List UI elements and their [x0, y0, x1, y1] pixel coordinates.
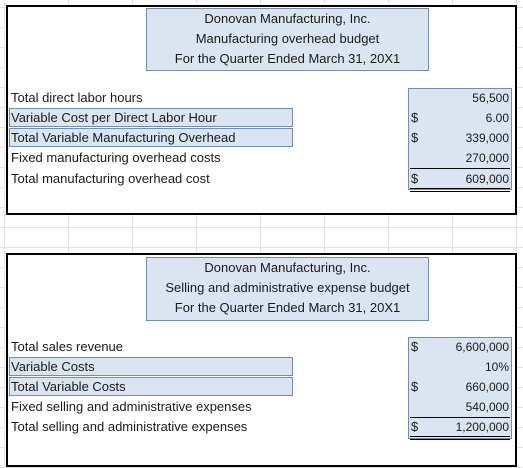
budget-period: For the Quarter Ended March 31, 20X1	[174, 51, 401, 66]
budget-period: For the Quarter Ended March 31, 20X1	[174, 300, 401, 315]
dollar-sign: $	[411, 171, 419, 186]
budget-title: Selling and administrative expense budge…	[165, 280, 410, 295]
subtotal-underline	[410, 417, 510, 418]
row-label: Fixed selling and administrative expense…	[11, 399, 252, 414]
dollar-sign: $	[411, 130, 419, 145]
row-value: 6.00	[485, 111, 509, 125]
sga-row-total-variable[interactable]: Total Variable Costs $ 660,000	[9, 377, 511, 397]
row-label: Total direct labor hours	[11, 90, 143, 105]
row-value: 56,500	[472, 91, 509, 105]
row-label: Fixed manufacturing overhead costs	[11, 150, 221, 165]
overhead-row-variable-rate[interactable]: Variable Cost per Direct Labor Hour $ 6.…	[9, 108, 511, 128]
sga-row-sales-revenue[interactable]: Total sales revenue $ 6,600,000	[9, 337, 511, 357]
label-highlight	[9, 357, 293, 376]
company-name: Donovan Manufacturing, Inc.	[204, 260, 371, 275]
overhead-budget-table: Donovan Manufacturing, Inc. Manufacturin…	[6, 5, 517, 215]
row-label: Total manufacturing overhead cost	[11, 171, 210, 186]
sga-values-column	[408, 337, 512, 439]
sga-budget-table: Donovan Manufacturing, Inc. Selling and …	[6, 253, 517, 467]
overhead-values-column	[408, 88, 512, 190]
row-value: 339,000	[465, 131, 509, 145]
overhead-row-total-variable[interactable]: Total Variable Manufacturing Overhead $ …	[9, 128, 511, 148]
dollar-sign: $	[411, 419, 419, 434]
overhead-row-fixed[interactable]: Fixed manufacturing overhead costs 270,0…	[9, 148, 511, 168]
row-label: Total Variable Manufacturing Overhead	[11, 130, 236, 145]
overhead-row-total[interactable]: Total manufacturing overhead cost $ 609,…	[9, 169, 511, 189]
label-highlight	[9, 377, 293, 396]
row-value: 6,600,000	[455, 340, 509, 354]
overhead-budget-header: Donovan Manufacturing, Inc. Manufacturin…	[146, 8, 429, 71]
sga-budget-header: Donovan Manufacturing, Inc. Selling and …	[146, 257, 429, 321]
label-highlight	[9, 108, 293, 127]
dollar-sign: $	[411, 379, 419, 394]
row-label: Variable Costs	[11, 359, 95, 374]
company-name: Donovan Manufacturing, Inc.	[204, 11, 371, 26]
label-highlight	[9, 128, 293, 147]
dollar-sign: $	[411, 339, 419, 354]
total-double-underline	[410, 436, 510, 440]
row-label: Variable Cost per Direct Labor Hour	[11, 110, 217, 125]
sga-row-variable-rate[interactable]: Variable Costs 10%	[9, 357, 511, 377]
row-value: 1,200,000	[455, 420, 509, 434]
row-value: 609,000	[465, 172, 509, 186]
sga-row-fixed[interactable]: Fixed selling and administrative expense…	[9, 397, 511, 417]
sga-row-total[interactable]: Total selling and administrative expense…	[9, 417, 511, 437]
budget-title: Manufacturing overhead budget	[195, 31, 380, 46]
overhead-row-labor-hours[interactable]: Total direct labor hours 56,500	[9, 88, 511, 108]
row-value: 10%	[484, 360, 509, 374]
row-value: 540,000	[465, 400, 509, 414]
total-double-underline	[410, 188, 510, 192]
row-value: 270,000	[465, 151, 509, 165]
subtotal-underline	[410, 168, 510, 169]
row-label: Total sales revenue	[11, 339, 124, 354]
row-value: 660,000	[465, 380, 509, 394]
row-label: Total Variable Costs	[11, 379, 126, 394]
row-label: Total selling and administrative expense…	[11, 419, 248, 434]
dollar-sign: $	[411, 110, 419, 125]
